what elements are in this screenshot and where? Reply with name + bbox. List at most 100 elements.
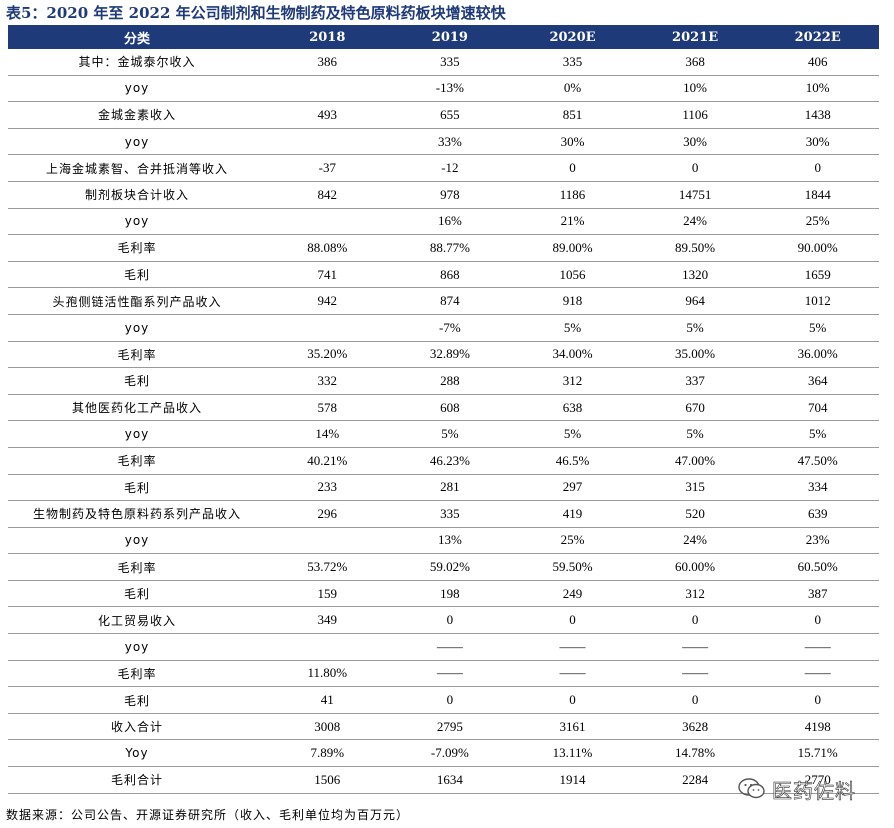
header-category: 分类 [8,25,266,49]
table-cell: 1186 [511,181,634,209]
table-row: 毛利 41 0 0 0 0 [8,686,879,714]
table-cell: 32.89% [388,341,512,369]
table-cell: 5% [633,314,757,342]
table-cell: 25% [756,208,879,236]
table-row: 毛利率 35.20% 32.89% 34.00% 35.00% 36.00% [8,341,879,369]
row-label: 毛利率 [8,234,266,262]
table-row: 化工贸易收入 349 0 0 0 0 [8,606,879,635]
table-cell: —— [756,660,879,688]
table-cell: 0 [388,686,512,714]
row-label: 生物制药及特色原料药系列产品收入 [8,500,266,528]
table-cell [266,128,389,156]
row-label: 上海金城素智、合并抵消等收入 [8,154,266,182]
table-cell: 47.00% [633,447,757,475]
table-cell: 281 [388,474,512,502]
table-cell: 7.89% [266,739,389,768]
table-cell: —— [388,633,512,661]
table-cell: 46.23% [388,447,512,475]
table-cell: 1634 [388,766,512,794]
table-cell: 47.50% [756,447,879,475]
header-2020e: 2020E [511,25,634,49]
table-cell: 60.50% [756,553,879,581]
table-cell: 1320 [633,261,757,289]
table-row: yoy —— —— —— —— [8,633,879,661]
table-cell: 1506 [266,766,389,794]
table-row: 生物制药及特色原料药系列产品收入 296 335 419 520 639 [8,500,879,528]
row-label: 毛利 [8,686,266,714]
table-cell: 35.00% [633,341,757,369]
row-label: 毛利率 [8,553,266,581]
table-row: yoy 16% 21% 24% 25% [8,208,879,236]
table-cell: 89.00% [511,234,634,262]
table-row: 制剂板块合计收入 842 978 1186 14751 1844 [8,181,879,209]
table-cell: 638 [511,394,634,422]
table-cell: 0 [633,606,757,635]
table-cell: 30% [756,128,879,156]
table-cell: 0 [633,154,757,182]
table-cell: 406 [756,49,879,76]
table-cell: 233 [266,474,389,502]
table-cell: 249 [511,580,634,608]
row-label: 收入合计 [8,713,266,741]
table-cell: 332 [266,367,389,395]
table-cell: 53.72% [266,553,389,581]
row-label: 制剂板块合计收入 [8,181,266,209]
table-cell: 337 [633,367,757,395]
row-label: 毛利率 [8,447,266,475]
table-cell: 3628 [633,713,757,741]
table-cell: -12 [388,154,512,182]
table-row: 毛利率 53.72% 59.02% 59.50% 60.00% 60.50% [8,553,879,581]
table-cell: 13% [388,527,512,555]
table-cell: 24% [633,208,757,236]
table-row: 收入合计 3008 2795 3161 3628 4198 [8,713,879,741]
table-cell: 30% [511,128,634,156]
table-cell: 296 [266,500,389,528]
table-row: 毛利 233 281 297 315 334 [8,474,879,502]
table-cell [266,75,389,103]
table-cell: 335 [511,49,634,76]
table-cell: 15.71% [756,739,879,768]
table-cell: 0 [633,686,757,714]
row-label: 毛利 [8,261,266,289]
row-label: 头孢侧链活性酯系列产品收入 [8,287,266,315]
table-row: 毛利 741 868 1056 1320 1659 [8,261,879,289]
table-cell: 59.02% [388,553,512,581]
row-label: yoy [8,527,266,555]
table-cell [266,633,389,661]
row-label: yoy [8,128,266,156]
table-cell: 5% [511,314,634,342]
table-cell: 1056 [511,261,634,289]
table-cell: 520 [633,500,757,528]
table-cell: -13% [388,75,512,103]
table-cell: 88.77% [388,234,512,262]
table-cell: 33% [388,128,512,156]
table-cell: 0 [388,606,512,635]
table-cell: 5% [388,420,512,448]
table-cell: 704 [756,394,879,422]
watermark-text: 医药佐料 [772,778,856,803]
table-cell: 30% [633,128,757,156]
table-cell: 5% [756,314,879,342]
table-cell: 10% [633,75,757,103]
table-cell: 312 [633,580,757,608]
table-cell: -7% [388,314,512,342]
table-cell: 1914 [511,766,634,794]
table-row: yoy -13% 0% 10% 10% [8,75,879,103]
table-cell: 964 [633,287,757,315]
table-row: 毛利率 88.08% 88.77% 89.00% 89.50% 90.00% [8,234,879,262]
table-row: 其他医药化工产品收入 578 608 638 670 704 [8,394,879,422]
table-cell: 942 [266,287,389,315]
table-cell: 386 [266,49,389,76]
table-row: 头孢侧链活性酯系列产品收入 942 874 918 964 1012 [8,287,879,315]
table-cell: 59.50% [511,553,634,581]
table-cell: 14751 [633,181,757,209]
table-cell: 364 [756,367,879,395]
row-label: 毛利率 [8,341,266,369]
row-label: 化工贸易收入 [8,606,266,635]
table-cell: 41 [266,686,389,714]
table-cell: 36.00% [756,341,879,369]
row-label: 金城金素收入 [8,101,266,129]
table-cell: —— [633,660,757,688]
table-cell: 90.00% [756,234,879,262]
table-row: yoy 14% 5% 5% 5% 5% [8,420,879,448]
